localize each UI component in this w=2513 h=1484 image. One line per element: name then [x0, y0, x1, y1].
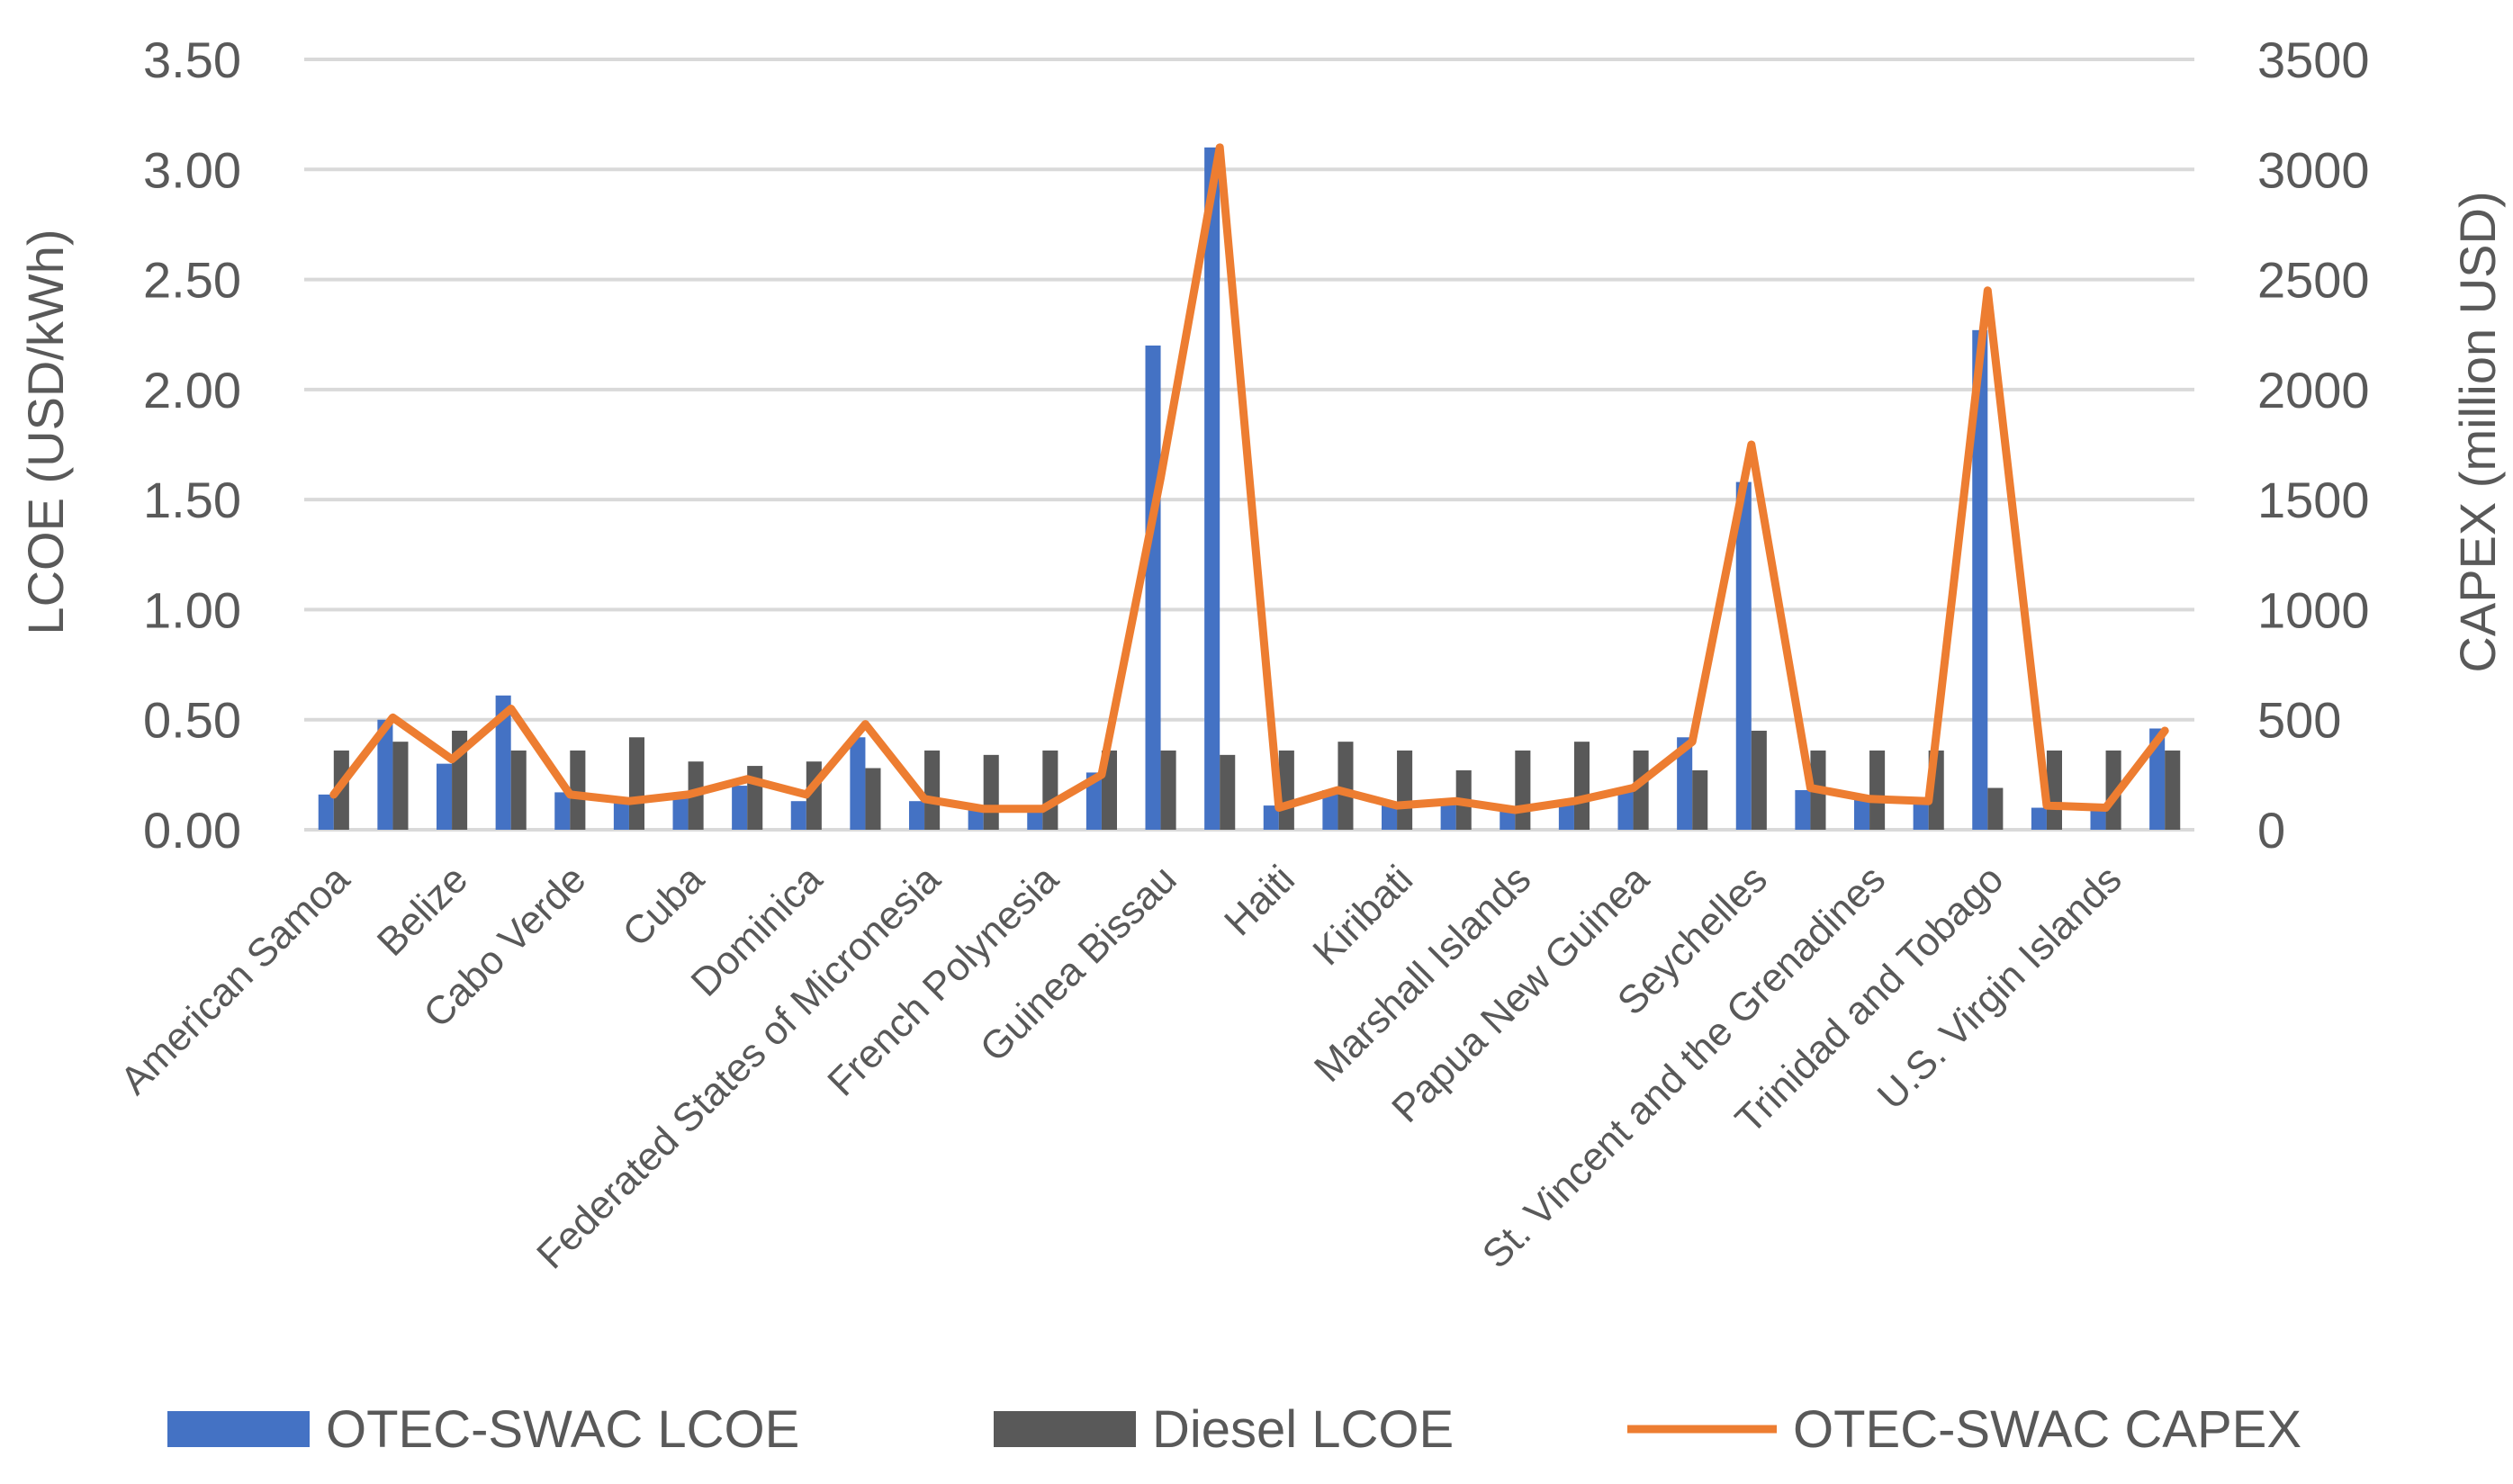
diesel-lcoe-bar — [1987, 787, 2004, 830]
legend-label: OTEC-SWAC CAPEX — [1793, 1400, 2301, 1459]
right-tick-label: 2000 — [2257, 362, 2370, 418]
otec-lcoe-bar — [672, 796, 689, 830]
legend-label: OTEC-SWAC LCOE — [326, 1400, 799, 1459]
otec-lcoe-bar — [1735, 481, 1752, 830]
diesel-lcoe-bar — [924, 750, 941, 830]
diesel-lcoe-bar — [1633, 750, 1649, 830]
x-tick-label: Haiti — [1216, 857, 1303, 944]
left-tick-label: 0.50 — [143, 692, 241, 749]
diesel-lcoe-bar — [1338, 742, 1354, 830]
otec-lcoe-bar — [1677, 737, 1693, 830]
diesel-lcoe-bar — [1160, 750, 1176, 830]
otec-lcoe-bar — [1795, 789, 1811, 830]
diesel-lcoe-bar — [1573, 742, 1590, 830]
x-tick-label: Kiribati — [1304, 857, 1421, 974]
left-tick-label: 2.00 — [143, 362, 241, 418]
diesel-lcoe-bar — [570, 750, 586, 830]
right-tick-label: 1500 — [2257, 472, 2370, 528]
diesel-lcoe-bar — [1220, 754, 1236, 830]
diesel-lcoe-bar — [1042, 750, 1058, 830]
otec-lcoe-bar — [1027, 807, 1043, 830]
diesel-lcoe-bar — [1515, 750, 1531, 830]
left-tick-label: 0.00 — [143, 802, 241, 859]
otec-lcoe-bar — [850, 737, 866, 830]
x-tick-label: Belize — [369, 857, 476, 964]
right-tick-label: 3500 — [2257, 31, 2370, 88]
x-tick-label: Marshall Islands — [1306, 857, 1539, 1090]
otec-lcoe-bar — [1145, 345, 1161, 830]
otec-lcoe-bar — [613, 798, 629, 830]
right-tick-label: 2500 — [2257, 252, 2370, 309]
otec-lcoe-bar — [968, 807, 984, 830]
otec-lcoe-bar — [1204, 147, 1220, 831]
diesel-lcoe-bar — [865, 768, 881, 830]
otec-lcoe-bar — [318, 794, 334, 830]
left-tick-label: 1.50 — [143, 472, 241, 528]
otec-lcoe-bar — [437, 763, 453, 830]
legend-swatch — [167, 1411, 310, 1447]
otec-lcoe-bar — [732, 786, 748, 830]
left-tick-label: 1.00 — [143, 581, 241, 638]
otec-lcoe-bar — [1617, 787, 1634, 830]
otec-lcoe-bar — [1972, 329, 1988, 830]
right-tick-label: 500 — [2257, 692, 2341, 749]
x-tick-label: American Samoa — [113, 857, 359, 1103]
diesel-lcoe-bar — [1692, 769, 1708, 830]
right-tick-label: 3000 — [2257, 141, 2370, 198]
diesel-lcoe-bar — [628, 737, 644, 830]
otec-lcoe-bar — [2149, 728, 2166, 830]
right-y-axis: 0 500 1000 1500 2000 2500 3000 3500 — [2257, 31, 2370, 859]
otec-lcoe-bar — [1913, 803, 1929, 830]
diesel-lcoe-bar — [1751, 730, 1767, 830]
capex-line — [329, 143, 2169, 814]
right-axis-title: CAPEX (million USD) — [2449, 191, 2506, 672]
otec-lcoe-bar — [1322, 789, 1338, 830]
otec-lcoe-bar — [790, 801, 806, 830]
diesel-lcoe-bar — [2165, 750, 2181, 830]
diesel-lcoe-bar — [392, 742, 409, 830]
otec-lcoe-bar — [1558, 803, 1574, 830]
left-tick-label: 2.50 — [143, 252, 241, 309]
left-axis-title: LCOE (USD/kWh) — [17, 229, 74, 634]
otec-lcoe-bar — [495, 695, 511, 830]
diesel-lcoe-bar — [747, 766, 763, 830]
otec-lcoe-bar — [1854, 796, 1870, 830]
otec-lcoe-bar — [1263, 805, 1279, 830]
right-tick-label: 1000 — [2257, 581, 2370, 638]
diesel-lcoe-bar — [1397, 750, 1413, 830]
otec-lcoe-bar — [2031, 807, 2047, 830]
right-tick-label: 0 — [2257, 802, 2285, 859]
otec-lcoe-bar — [377, 719, 393, 830]
diesel-lcoe-bar — [983, 754, 999, 830]
legend-swatch — [994, 1411, 1136, 1447]
left-y-axis: 0.00 0.50 1.00 1.50 2.00 2.50 3.00 3.50 — [143, 31, 241, 859]
line-series — [329, 143, 2169, 814]
legend-label: Diesel LCOE — [1152, 1400, 1454, 1459]
diesel-lcoe-bar — [2105, 750, 2121, 830]
x-tick-label: Cuba — [615, 857, 713, 955]
otec-lcoe-bar — [1440, 803, 1456, 830]
diesel-lcoe-bar — [1869, 750, 1886, 830]
otec-lcoe-bar — [554, 792, 571, 830]
legend: OTEC-SWAC LCOE Diesel LCOE OTEC-SWAC CAPEX — [167, 1400, 2301, 1459]
left-tick-label: 3.00 — [143, 141, 241, 198]
otec-lcoe-bar — [1382, 803, 1398, 830]
diesel-lcoe-bar — [510, 750, 527, 830]
left-tick-label: 3.50 — [143, 31, 241, 88]
otec-lcoe-bar — [2090, 807, 2106, 830]
otec-lcoe-bar — [1085, 772, 1102, 830]
gridlines — [304, 58, 2194, 832]
otec-lcoe-bar — [909, 801, 925, 830]
